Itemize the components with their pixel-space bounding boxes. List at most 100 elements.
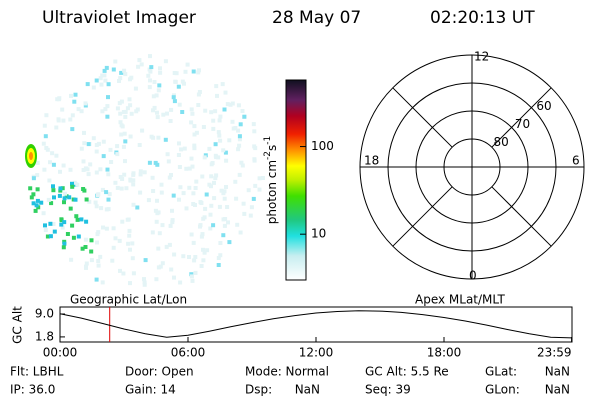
uv-pixel xyxy=(226,220,230,225)
uv-pixel xyxy=(72,180,77,185)
uv-pixel xyxy=(201,125,206,129)
uv-pixel xyxy=(252,144,257,149)
uv-pixel xyxy=(197,90,202,94)
uv-pixel xyxy=(172,99,177,104)
uv-pixel xyxy=(168,119,173,123)
uv-pixel xyxy=(190,111,195,116)
uv-pixel xyxy=(35,198,40,203)
uv-pixel xyxy=(235,222,240,227)
uv-pixel xyxy=(59,218,64,223)
uv-pixel xyxy=(68,117,73,122)
uv-pixel xyxy=(211,223,216,228)
uv-pixel xyxy=(133,86,138,91)
uv-pixel xyxy=(98,167,103,172)
uv-pixel xyxy=(31,192,36,197)
uv-pixel xyxy=(213,176,218,181)
uv-pixel xyxy=(61,163,66,168)
uv-pixel xyxy=(105,104,110,109)
uv-pixel xyxy=(184,166,189,171)
info-field: Seq: 39 xyxy=(365,383,411,397)
uv-pixel xyxy=(216,155,221,160)
uv-pixel xyxy=(170,208,174,213)
uv-pixel xyxy=(127,228,132,233)
uv-pixel xyxy=(122,68,127,73)
info-field: NaN xyxy=(545,383,570,397)
uv-pixel xyxy=(115,185,120,190)
uv-pixel xyxy=(75,182,80,187)
colorbar-unit: photon cm-2s-1 xyxy=(263,136,279,225)
uv-pixel xyxy=(142,277,146,282)
uv-pixel xyxy=(79,146,84,151)
uv-pixel xyxy=(184,206,189,211)
uv-pixel xyxy=(240,163,245,168)
uv-pixel xyxy=(84,197,89,202)
uv-pixel xyxy=(156,88,161,93)
uv-pixel xyxy=(213,109,218,114)
uv-pixel xyxy=(51,184,55,189)
uv-pixel xyxy=(137,58,142,63)
uv-pixel xyxy=(210,161,215,165)
uv-pixel xyxy=(228,102,233,107)
uv-pixel xyxy=(43,223,47,228)
uv-pixel xyxy=(106,95,110,100)
uv-pixel xyxy=(189,274,194,279)
uv-pixel xyxy=(126,241,131,246)
altitude-line xyxy=(59,310,572,339)
uv-pixel xyxy=(215,93,219,98)
uv-pixel xyxy=(194,130,199,135)
uv-pixel xyxy=(189,272,194,277)
uv-pixel xyxy=(138,169,143,174)
uv-pixel xyxy=(100,280,105,285)
uv-pixel xyxy=(47,178,52,183)
uv-pixel xyxy=(251,196,256,201)
uv-pixel xyxy=(101,154,106,159)
uv-pixel xyxy=(68,206,73,211)
uv-pixel xyxy=(110,258,115,263)
uv-pixel xyxy=(91,85,96,90)
uv-pixel xyxy=(163,137,168,142)
uv-pixel xyxy=(128,103,133,108)
uv-pixel xyxy=(187,255,191,259)
uv-pixel xyxy=(100,109,105,114)
uv-pixel xyxy=(125,217,130,222)
uv-pixel xyxy=(51,162,56,167)
uv-pixel xyxy=(147,160,152,165)
uv-pixel xyxy=(105,167,110,172)
uv-pixel xyxy=(156,265,161,270)
uv-pixel xyxy=(82,141,87,146)
uv-pixel xyxy=(190,164,195,169)
uv-pixel xyxy=(161,112,166,117)
uv-pixel xyxy=(101,225,105,230)
mlt-label: 0 xyxy=(469,269,477,283)
uv-pixel xyxy=(113,59,118,64)
uv-pixel xyxy=(234,196,239,201)
uv-pixel xyxy=(57,193,62,198)
uv-pixel xyxy=(209,110,214,115)
uv-pixel xyxy=(128,177,133,182)
uv-pixel xyxy=(190,278,195,283)
info-field: GLat: xyxy=(485,365,517,379)
uv-pixel xyxy=(252,157,257,162)
uv-pixel xyxy=(197,68,201,73)
uv-pixel xyxy=(230,119,235,124)
uv-pixel xyxy=(236,147,241,152)
uv-pixel xyxy=(118,120,123,125)
uv-pixel xyxy=(127,97,132,102)
uv-pixel xyxy=(192,143,197,148)
uv-pixel xyxy=(118,268,122,273)
uv-pixel xyxy=(129,111,134,116)
uv-pixel xyxy=(100,73,105,78)
uv-pixel xyxy=(99,82,104,87)
uv-pixel xyxy=(169,267,174,272)
uv-pixel xyxy=(152,80,157,84)
uv-pixel xyxy=(227,240,232,245)
uv-pixel xyxy=(157,231,162,236)
uv-pixel xyxy=(50,151,55,156)
uv-pixel xyxy=(62,196,67,201)
uv-pixel xyxy=(200,232,205,237)
uv-pixel xyxy=(199,264,204,268)
uv-pixel xyxy=(98,254,103,259)
uv-pixel xyxy=(61,245,66,250)
polar-plot: 60 70 80 12 0 18 6 xyxy=(359,50,585,283)
uv-pixel xyxy=(28,186,33,191)
